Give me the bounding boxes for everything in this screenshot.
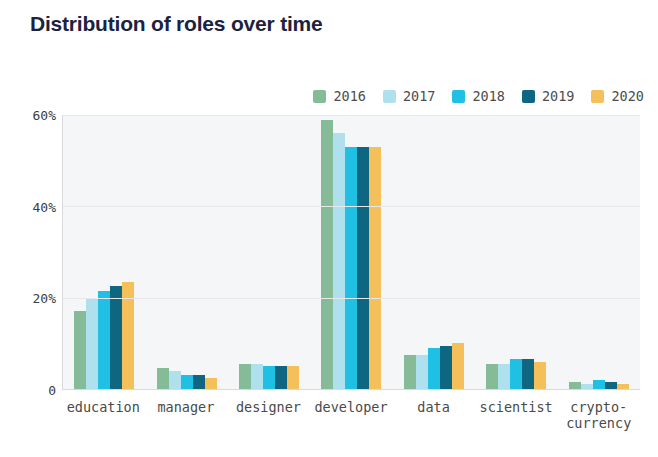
bar-2020 xyxy=(287,366,299,389)
bar-2018 xyxy=(345,147,357,389)
bar-2016 xyxy=(239,364,251,389)
chart-legend: 2016 2017 2018 2019 2020 xyxy=(313,88,644,104)
bar-2019 xyxy=(110,286,122,389)
bar-2016 xyxy=(486,364,498,389)
bar-2017 xyxy=(498,364,510,389)
bar-2017 xyxy=(581,384,593,389)
bar-group-education xyxy=(63,115,145,389)
legend-label: 2018 xyxy=(472,88,505,104)
bar-group-designer xyxy=(228,115,310,389)
y-axis: 020%40%60% xyxy=(0,115,56,390)
bar-2020 xyxy=(534,362,546,389)
legend-label: 2020 xyxy=(611,88,644,104)
legend-swatch-icon xyxy=(591,90,604,103)
chart-page: Distribution of roles over time 2016 2017… xyxy=(0,0,658,457)
bar-2019 xyxy=(440,346,452,389)
legend-item-2017: 2017 xyxy=(383,88,436,104)
bar-group-manager xyxy=(145,115,227,389)
legend-label: 2017 xyxy=(403,88,436,104)
bar-2016 xyxy=(74,311,86,389)
bar-2019 xyxy=(605,382,617,389)
bar-2017 xyxy=(416,355,428,389)
legend-swatch-icon xyxy=(452,90,465,103)
y-tick-label: 20% xyxy=(0,291,56,306)
bar-2018 xyxy=(593,380,605,389)
bar-2018 xyxy=(263,366,275,389)
bar-2019 xyxy=(275,366,287,389)
bar-2017 xyxy=(169,371,181,389)
bar-group-data xyxy=(393,115,475,389)
legend-item-2016: 2016 xyxy=(313,88,366,104)
legend-label: 2019 xyxy=(542,88,575,104)
bar-2018 xyxy=(98,291,110,389)
gridline xyxy=(63,115,640,116)
y-tick-label: 0 xyxy=(0,383,56,398)
bar-2020 xyxy=(452,343,464,389)
x-axis-label: developer xyxy=(310,399,393,431)
y-tick-label: 60% xyxy=(0,108,56,123)
bar-2017 xyxy=(333,133,345,389)
gridline xyxy=(63,206,640,207)
bar-2020 xyxy=(369,147,381,389)
legend-swatch-icon xyxy=(522,90,535,103)
bar-2018 xyxy=(181,375,193,389)
x-axis-label: education xyxy=(62,399,145,431)
bar-2016 xyxy=(569,382,581,389)
bar-2016 xyxy=(404,355,416,389)
legend-swatch-icon xyxy=(313,90,326,103)
bar-2020 xyxy=(205,378,217,389)
x-axis-label: data xyxy=(392,399,475,431)
legend-item-2018: 2018 xyxy=(452,88,505,104)
bar-2020 xyxy=(617,384,629,389)
legend-item-2019: 2019 xyxy=(522,88,575,104)
bar-2018 xyxy=(510,359,522,389)
x-axis: educationmanagerdesignerdeveloperdatasci… xyxy=(62,399,640,431)
bar-2016 xyxy=(321,120,333,389)
plot-area xyxy=(62,115,640,390)
x-axis-label: crypto- currency xyxy=(557,399,640,431)
legend-swatch-icon xyxy=(383,90,396,103)
bar-2019 xyxy=(522,359,534,389)
x-axis-label: designer xyxy=(227,399,310,431)
y-tick-label: 40% xyxy=(0,199,56,214)
bar-group-crypto xyxy=(558,115,640,389)
bar-2018 xyxy=(428,348,440,389)
bar-2019 xyxy=(357,147,369,389)
bar-2017 xyxy=(86,298,98,389)
bar-group-scientist xyxy=(475,115,557,389)
legend-item-2020: 2020 xyxy=(591,88,644,104)
bar-2016 xyxy=(157,368,169,389)
x-axis-label: manager xyxy=(145,399,228,431)
bar-group-developer xyxy=(310,115,392,389)
bar-2019 xyxy=(193,375,205,389)
x-axis-label: scientist xyxy=(475,399,558,431)
gridline xyxy=(63,298,640,299)
chart-title: Distribution of roles over time xyxy=(30,12,323,36)
plot-bars xyxy=(63,115,640,389)
bar-2017 xyxy=(251,364,263,389)
legend-label: 2016 xyxy=(333,88,366,104)
